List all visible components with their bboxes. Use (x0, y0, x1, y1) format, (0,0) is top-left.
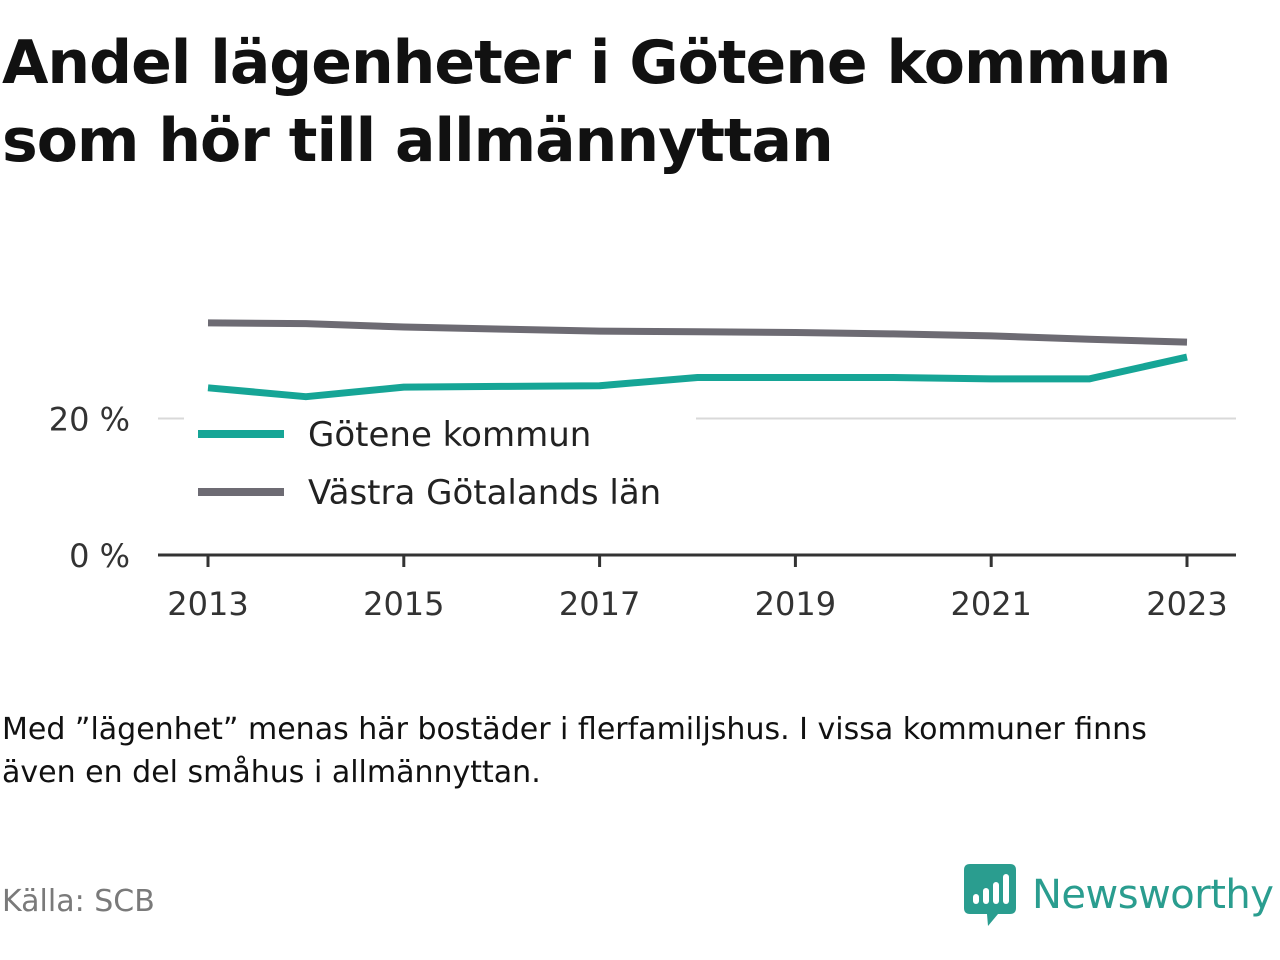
legend-label: Västra Götalands län (308, 473, 661, 513)
source-label: Källa: SCB (2, 884, 155, 919)
chart-note: Med ”lägenhet” menas här bostäder i fler… (2, 708, 1242, 794)
chart-note-line-2: även en del småhus i allmännyttan. (2, 755, 541, 790)
x-tick-label: 2015 (363, 585, 444, 623)
x-tick-label: 2021 (950, 585, 1031, 623)
series-line-vastra-gotalands-lan (207, 319, 1188, 346)
newsworthy-logo-icon (964, 864, 1016, 926)
y-axis-tick-labels: 0 % 20 % (49, 401, 130, 576)
brand-name: Newsworthy (1032, 872, 1274, 918)
legend-label: Götene kommun (308, 415, 591, 455)
x-tick-label: 2013 (167, 585, 248, 623)
legend-background (184, 408, 696, 520)
chart-title-line-1: Andel lägenheter i Götene kommun (2, 28, 1172, 98)
x-tick-label: 2019 (755, 585, 836, 623)
x-tick-label: 2023 (1146, 585, 1227, 623)
y-tick-label: 20 % (49, 401, 130, 439)
line-chart: 0 % 20 % 2013 2015 2017 2019 2021 2023 Götene … (49, 319, 1236, 623)
legend: Götene kommun Västra Götalands län (184, 408, 696, 520)
x-axis-tick-labels: 2013 2015 2017 2019 2021 2023 (167, 585, 1227, 623)
series-line-gotene-kommun (207, 353, 1188, 401)
x-axis (158, 553, 1236, 567)
chart-title: Andel lägenheter i Götene kommun som hör… (2, 24, 1272, 180)
brand-logo: Newsworthy (964, 862, 1274, 928)
y-tick-label: 0 % (69, 537, 130, 575)
x-tick-label: 2017 (559, 585, 640, 623)
chart-title-line-2: som hör till allmännyttan (2, 106, 834, 176)
series-lines (207, 319, 1188, 401)
chart-note-line-1: Med ”lägenhet” menas här bostäder i fler… (2, 712, 1147, 747)
